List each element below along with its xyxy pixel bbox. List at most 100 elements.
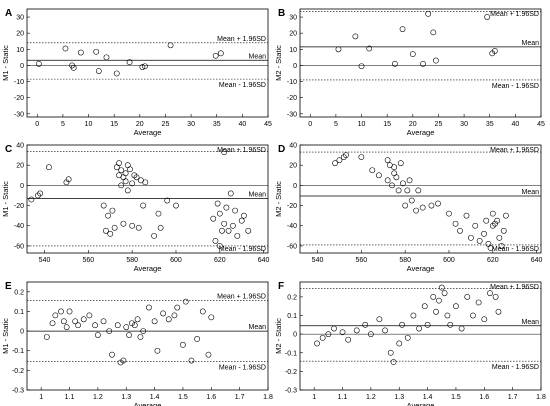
plot-frame bbox=[299, 281, 542, 391]
data-point bbox=[60, 318, 67, 325]
data-point bbox=[345, 336, 352, 343]
x-axis-label: Average bbox=[134, 264, 162, 273]
data-point bbox=[124, 187, 131, 194]
lower-limit-annotation: Mean - 1.96SD bbox=[492, 246, 539, 253]
plot-frame bbox=[299, 144, 542, 254]
data-point bbox=[336, 157, 343, 164]
data-point bbox=[234, 232, 241, 239]
data-point bbox=[489, 210, 496, 217]
y-tick-label: 0 bbox=[20, 63, 24, 70]
data-point bbox=[151, 232, 157, 239]
data-point bbox=[353, 327, 360, 334]
data-point bbox=[396, 340, 403, 347]
data-point bbox=[470, 312, 476, 319]
x-tick-label: 580 bbox=[126, 257, 138, 264]
x-tick-label: 560 bbox=[83, 257, 95, 264]
data-point bbox=[432, 57, 439, 64]
data-point bbox=[489, 222, 496, 229]
data-point bbox=[109, 351, 115, 358]
x-tick-label: 1 bbox=[312, 394, 316, 401]
mean-annotation: Mean bbox=[248, 191, 266, 198]
x-tick-label: 1.5 bbox=[451, 394, 461, 401]
y-tick-label: 0.2 bbox=[287, 294, 297, 301]
data-point bbox=[174, 304, 181, 311]
y-axis-label: M2 - Static bbox=[274, 45, 283, 81]
data-point bbox=[75, 322, 81, 329]
data-point bbox=[173, 202, 179, 209]
data-point bbox=[120, 357, 127, 364]
data-point bbox=[140, 202, 147, 209]
data-point bbox=[135, 224, 142, 231]
x-axis-label: Average bbox=[134, 128, 162, 137]
x-tick-label: 580 bbox=[399, 257, 411, 264]
x-axis-label: Average bbox=[407, 401, 435, 406]
data-point bbox=[113, 70, 120, 77]
panel-label: C bbox=[5, 144, 12, 155]
data-point bbox=[366, 45, 373, 52]
data-point bbox=[208, 314, 215, 321]
y-tick-label: -20 bbox=[287, 203, 297, 210]
plot-frame bbox=[26, 8, 269, 118]
x-tick-label: 1 bbox=[39, 394, 43, 401]
data-point bbox=[210, 215, 217, 222]
data-point bbox=[37, 190, 44, 197]
x-tick-label: 640 bbox=[258, 257, 270, 264]
y-axis-label: M2 - Static bbox=[274, 181, 283, 217]
data-point bbox=[182, 298, 189, 305]
x-tick-label: 1.1 bbox=[65, 394, 75, 401]
y-tick-label: -40 bbox=[287, 223, 297, 230]
data-point bbox=[436, 297, 442, 304]
data-point bbox=[475, 299, 482, 306]
mean-annotation: Mean bbox=[521, 189, 539, 196]
upper-limit-annotation: Mean + 1.96SD bbox=[490, 11, 539, 18]
data-point bbox=[225, 227, 232, 234]
data-point bbox=[409, 51, 416, 58]
data-point bbox=[438, 284, 445, 291]
x-tick-label: 1.6 bbox=[479, 394, 489, 401]
y-tick-label: -60 bbox=[14, 243, 24, 250]
data-point bbox=[92, 322, 98, 329]
y-tick-label: -0.1 bbox=[12, 348, 24, 355]
y-tick-label: -20 bbox=[287, 95, 297, 102]
x-tick-label: 1.1 bbox=[338, 394, 348, 401]
y-tick-label: 0 bbox=[293, 332, 297, 339]
data-point bbox=[102, 227, 109, 234]
data-point bbox=[430, 29, 437, 36]
data-point bbox=[457, 227, 463, 234]
data-point bbox=[376, 316, 383, 323]
data-point bbox=[390, 359, 397, 365]
data-point bbox=[481, 230, 487, 237]
data-point bbox=[387, 349, 394, 356]
data-point bbox=[340, 154, 347, 161]
y-tick-label: -0.2 bbox=[12, 368, 24, 375]
panel-a: A 0 5 10 15 20 25 30 35 40 45 -30 -20 -10 0 10 20 30 Avera… bbox=[1, 8, 272, 137]
x-tick-label: 1.4 bbox=[150, 394, 160, 401]
y-tick-label: -10 bbox=[14, 79, 24, 86]
data-point bbox=[487, 245, 494, 251]
data-point bbox=[494, 217, 501, 224]
panel-c: C 540 560 580 600 620 640 -60 -40 -20 0 20 40 Average… bbox=[1, 143, 270, 274]
y-tick-label: -0.2 bbox=[285, 369, 297, 376]
data-point bbox=[382, 327, 388, 334]
data-point bbox=[314, 340, 320, 347]
data-point bbox=[105, 212, 111, 219]
data-point bbox=[491, 48, 498, 54]
x-tick-label: 40 bbox=[238, 121, 246, 128]
data-point bbox=[421, 303, 428, 310]
mean-annotation: Mean bbox=[521, 40, 539, 47]
data-point bbox=[180, 341, 186, 348]
data-point bbox=[435, 200, 441, 207]
data-point bbox=[397, 160, 404, 167]
data-point bbox=[129, 320, 135, 327]
data-point bbox=[415, 187, 422, 194]
data-point bbox=[106, 328, 113, 334]
data-point bbox=[165, 316, 172, 323]
panel-f: F 1 1.1 1.2 1.3 1.4 1.5 1.6 1.7 1.8 -0.3 -0.2 -0.1 0 0… bbox=[274, 281, 546, 406]
y-tick-label: 10 bbox=[16, 47, 24, 54]
data-point bbox=[65, 176, 72, 183]
data-point bbox=[419, 204, 426, 211]
data-point bbox=[131, 172, 138, 179]
data-point bbox=[416, 325, 422, 332]
data-point bbox=[160, 310, 166, 317]
data-point bbox=[369, 167, 376, 174]
